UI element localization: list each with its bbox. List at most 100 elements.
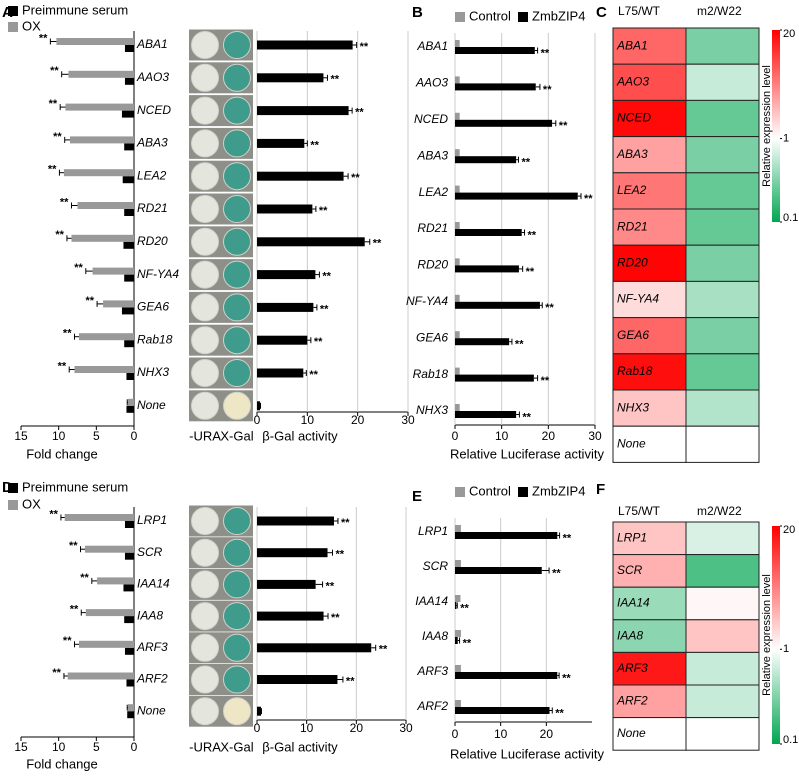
plate-column-label: -URA bbox=[189, 739, 221, 754]
bar bbox=[257, 548, 328, 558]
bar bbox=[124, 77, 134, 85]
plate-spot bbox=[223, 162, 251, 191]
significance: ** bbox=[562, 672, 571, 684]
plate-spot bbox=[223, 63, 251, 92]
panel-letter: D bbox=[2, 479, 13, 496]
plate-column-label: X-Gal bbox=[220, 428, 253, 443]
significance: ** bbox=[552, 567, 561, 579]
bar bbox=[257, 643, 372, 653]
x-axis-label: β-Gal activity bbox=[262, 739, 338, 754]
bar bbox=[127, 704, 134, 712]
significance: ** bbox=[559, 120, 568, 132]
bar bbox=[455, 602, 457, 609]
x-tick-label: 0 bbox=[254, 721, 261, 735]
bar bbox=[257, 516, 334, 526]
x-tick-label: 10 bbox=[300, 721, 314, 735]
significance: ** bbox=[63, 635, 72, 647]
category-label: SCR bbox=[423, 559, 449, 573]
x-tick-label: 0 bbox=[254, 413, 261, 427]
plate-spot bbox=[191, 602, 219, 631]
significance: ** bbox=[335, 549, 344, 561]
plate-spot bbox=[223, 129, 251, 158]
bar bbox=[92, 267, 134, 275]
bar bbox=[127, 398, 134, 406]
significance: ** bbox=[309, 369, 318, 381]
plate-column-label: -URA bbox=[189, 428, 221, 443]
legend-label: Control bbox=[469, 483, 511, 498]
row-label: NCED bbox=[617, 111, 651, 125]
legend-swatch bbox=[8, 22, 18, 32]
bar bbox=[455, 560, 461, 567]
bar bbox=[124, 143, 134, 151]
significance: ** bbox=[521, 157, 530, 169]
heatmap-cell bbox=[685, 717, 760, 751]
plate-spot bbox=[191, 96, 219, 125]
bar bbox=[257, 138, 305, 148]
bar bbox=[455, 374, 534, 382]
bar bbox=[124, 274, 134, 282]
category-label: LRP1 bbox=[418, 524, 448, 538]
significance: ** bbox=[80, 572, 89, 584]
bar bbox=[124, 616, 134, 624]
x-axis-label: Fold change bbox=[26, 756, 98, 771]
significance: ** bbox=[584, 193, 593, 205]
bar bbox=[69, 136, 134, 144]
heatmap-cell bbox=[612, 317, 687, 355]
plate-spot bbox=[223, 293, 251, 322]
row-label: Rab18 bbox=[617, 364, 653, 378]
bar bbox=[455, 47, 535, 54]
legend-label: Preimmune serum bbox=[22, 479, 128, 494]
significance: ** bbox=[360, 41, 369, 53]
category-label: LEA2 bbox=[419, 185, 449, 199]
panel-letter: B bbox=[412, 4, 423, 21]
significance: ** bbox=[346, 675, 355, 687]
bar bbox=[455, 637, 458, 644]
category-label: ABA1 bbox=[136, 37, 168, 51]
bar bbox=[65, 103, 134, 111]
bar bbox=[103, 300, 134, 308]
heatmap-cell bbox=[612, 244, 687, 282]
colorbar bbox=[772, 30, 780, 222]
x-tick-label: 10 bbox=[301, 413, 315, 427]
row-label: LEA2 bbox=[617, 183, 647, 197]
plate-column-label: X-Gal bbox=[220, 739, 253, 754]
significance: ** bbox=[330, 74, 339, 86]
significance: ** bbox=[319, 205, 328, 217]
significance: ** bbox=[53, 131, 62, 143]
colorbar-tick-label: 0.1 bbox=[783, 212, 798, 224]
bar bbox=[455, 404, 460, 411]
category-label: NCED bbox=[414, 112, 448, 126]
bar bbox=[455, 630, 461, 637]
significance: ** bbox=[58, 360, 67, 372]
heatmap-cell bbox=[685, 99, 760, 138]
bar bbox=[455, 265, 519, 273]
significance: ** bbox=[545, 302, 554, 314]
x-tick-label: 15 bbox=[14, 740, 28, 754]
legend-label: OX bbox=[22, 18, 41, 33]
x-tick-label: 20 bbox=[351, 413, 365, 427]
plate-spot bbox=[223, 507, 251, 535]
significance: ** bbox=[320, 303, 329, 315]
row-label: NF-YA4 bbox=[617, 292, 659, 306]
plate-spot bbox=[191, 538, 219, 567]
significance: ** bbox=[460, 602, 469, 614]
bar bbox=[124, 340, 134, 348]
heatmap-cell bbox=[685, 244, 760, 282]
category-label: LEA2 bbox=[137, 168, 167, 182]
x-axis-label: Fold change bbox=[26, 446, 98, 461]
significance: ** bbox=[86, 295, 95, 307]
bar bbox=[455, 149, 460, 157]
bar bbox=[455, 192, 578, 200]
heatmap-cell bbox=[612, 717, 687, 751]
heatmap-cell bbox=[685, 554, 760, 588]
colorbar-tick-label: 1 bbox=[783, 643, 789, 655]
x-tick-label: 10 bbox=[52, 429, 66, 443]
x-tick-label: 0 bbox=[131, 740, 138, 754]
heatmap-cell bbox=[685, 619, 760, 653]
bar bbox=[257, 335, 308, 345]
bar bbox=[455, 411, 517, 418]
heatmap-cell bbox=[612, 99, 687, 138]
heatmap-cell bbox=[685, 136, 760, 174]
column-label: m2/W22 bbox=[697, 4, 742, 18]
significance: ** bbox=[522, 411, 531, 423]
